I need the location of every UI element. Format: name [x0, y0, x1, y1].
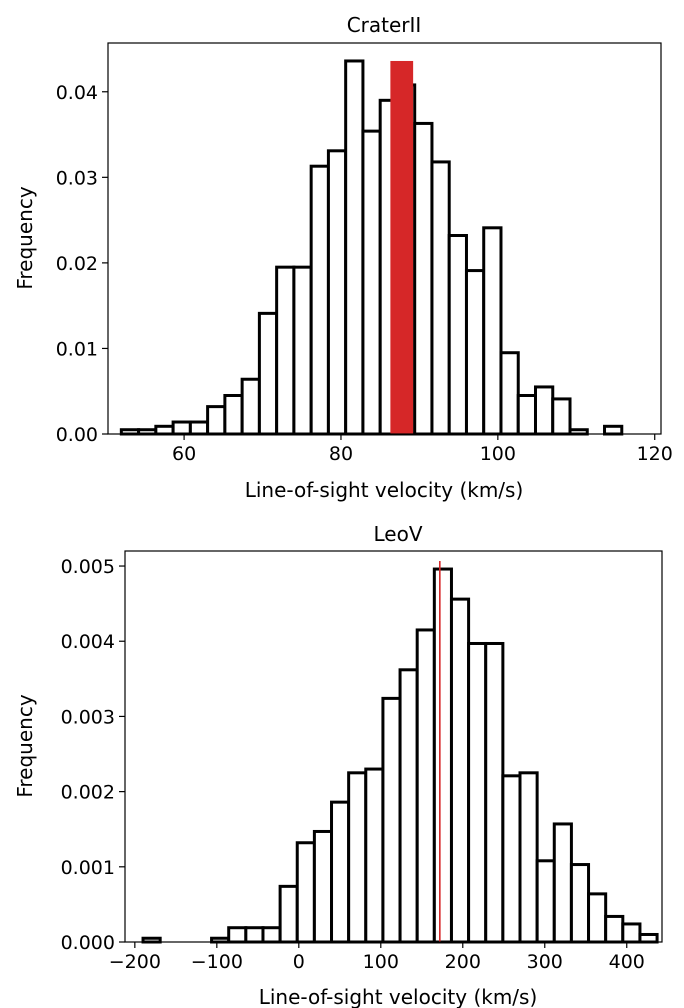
- histogram-bar: [447, 234, 468, 436]
- y-axis-ticks: 0.000 0.001 0.002 0.003 0.004 0.005: [61, 556, 125, 954]
- histogram-bar: [467, 641, 488, 944]
- chart-leo-v: LeoV −200 −100 0 100 200 300 400 0.0000.0010.0…: [13, 522, 663, 1008]
- histogram-bar: [292, 265, 313, 436]
- histogram-bar: [154, 424, 175, 436]
- histogram-bar: [551, 397, 572, 436]
- histogram-bar: [499, 351, 520, 436]
- x-tick-label: 400: [609, 951, 645, 973]
- histogram-bar: [569, 863, 591, 944]
- y-tick-label: 0.001: [61, 857, 115, 879]
- x-tick-label: 0: [293, 951, 305, 973]
- chart-crater-ii: CraterII 60 80 100 120 0.00 0.01 0.02 0.03 0.04…: [13, 13, 673, 502]
- histogram-bar: [449, 597, 471, 944]
- histogram-bar: [464, 269, 486, 436]
- histogram-bar: [381, 696, 402, 944]
- histogram-bar: [344, 59, 365, 436]
- x-axis-label: Line-of-sight velocity (km/s): [245, 478, 524, 502]
- histogram-bar: [430, 160, 451, 436]
- x-tick-label: −200: [109, 951, 161, 973]
- histogram-bar: [621, 922, 642, 944]
- histogram-bar: [223, 393, 244, 436]
- histogram-bar: [535, 859, 556, 944]
- histogram-bar: [603, 424, 624, 436]
- x-tick-label: 80: [329, 443, 353, 465]
- x-tick-label: 100: [480, 443, 516, 465]
- histogram-bar: [326, 149, 348, 436]
- histogram-bars: [119, 59, 624, 436]
- y-tick-label: 0.02: [56, 253, 98, 275]
- x-tick-label: 120: [637, 443, 673, 465]
- histogram-bar: [415, 628, 436, 944]
- histogram-bar: [206, 405, 227, 436]
- histogram-bar: [516, 393, 537, 436]
- histogram-bar: [518, 771, 539, 944]
- highlight-band: [390, 60, 414, 435]
- y-tick-label: 0.01: [56, 338, 98, 360]
- y-tick-label: 0.00: [56, 424, 98, 446]
- histogram-bar: [330, 800, 351, 944]
- histogram-bar: [227, 926, 248, 944]
- x-tick-label: 300: [527, 951, 563, 973]
- plot-frame: [124, 550, 663, 943]
- y-tick-label: 0.005: [61, 556, 115, 578]
- histogram-bar: [413, 121, 434, 436]
- histogram-bar: [137, 428, 158, 436]
- y-tick-label: 0.03: [56, 167, 98, 189]
- histogram-bar: [278, 884, 299, 944]
- y-tick-label: 0.04: [56, 82, 98, 104]
- histogram-bar: [119, 428, 141, 436]
- x-axis-ticks: 60 80 100 120: [172, 434, 673, 465]
- chart-title: CraterII: [347, 13, 422, 37]
- x-tick-label: 100: [363, 951, 399, 973]
- histogram-bar: [188, 420, 210, 436]
- highlight-marker: [390, 60, 414, 435]
- histogram-bar: [552, 822, 573, 944]
- histogram-bar: [244, 926, 265, 944]
- y-tick-label: 0.002: [61, 782, 115, 804]
- histogram-bar: [568, 428, 589, 436]
- plot-frame: [107, 42, 662, 435]
- histogram-bar: [257, 311, 279, 436]
- y-axis-label: Frequency: [13, 186, 37, 289]
- x-axis-label: Line-of-sight velocity (km/s): [259, 985, 538, 1008]
- histogram-bar: [361, 129, 382, 436]
- histogram-bar: [587, 892, 608, 944]
- histogram-bar: [432, 567, 453, 944]
- histogram-bars: [141, 567, 659, 944]
- histogram-bar: [261, 926, 282, 944]
- histogram-bar: [240, 377, 261, 436]
- histogram-bar: [309, 164, 330, 436]
- chart-title: LeoV: [373, 522, 422, 546]
- histogram-bar: [638, 932, 659, 944]
- y-tick-label: 0.003: [61, 706, 115, 728]
- y-tick-label: 0.000: [61, 932, 115, 954]
- histogram-bar: [604, 914, 625, 944]
- histogram-bar: [364, 767, 385, 944]
- y-axis-ticks: 0.00 0.01 0.02 0.03 0.04: [56, 82, 108, 446]
- x-tick-label: 60: [172, 443, 196, 465]
- y-tick-label: 0.004: [61, 631, 115, 653]
- histogram-bar: [275, 265, 296, 436]
- x-axis-ticks: −200 −100 0 100 200 300 400: [109, 942, 645, 973]
- y-axis-label: Frequency: [13, 694, 37, 797]
- histogram-bar: [347, 771, 368, 944]
- histogram-bar: [398, 668, 419, 944]
- histogram-bar: [312, 829, 334, 944]
- histogram-bar: [482, 226, 503, 436]
- x-tick-label: 200: [445, 951, 481, 973]
- histogram-bar: [171, 420, 192, 436]
- histogram-bar: [484, 641, 505, 944]
- histogram-bar: [295, 841, 316, 944]
- histogram-bar: [533, 385, 555, 436]
- histogram-bar: [501, 774, 522, 944]
- x-tick-label: −100: [191, 951, 243, 973]
